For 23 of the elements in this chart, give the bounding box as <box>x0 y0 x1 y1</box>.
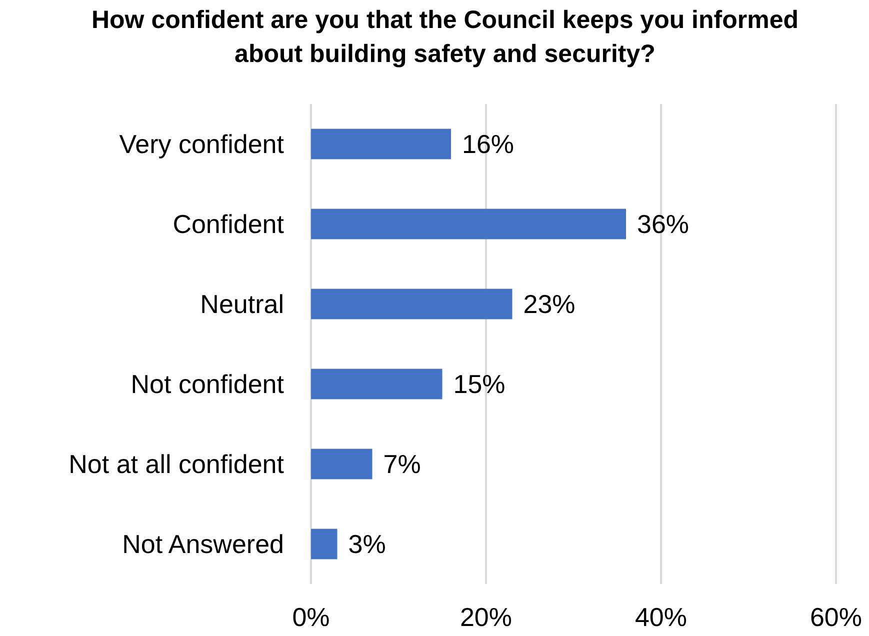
x-tick-label: 20% <box>460 602 512 632</box>
data-label: 3% <box>348 529 386 559</box>
y-tick-label: Very confident <box>119 129 285 159</box>
bar <box>311 208 626 240</box>
bar <box>311 528 338 560</box>
y-tick-label: Not Answered <box>122 529 284 559</box>
x-tick-label: 60% <box>810 602 862 632</box>
y-tick-label: Not confident <box>130 369 285 399</box>
bar <box>311 288 512 320</box>
bar <box>311 128 451 160</box>
y-tick-label: Confident <box>172 209 285 239</box>
y-tick-label: Not at all confident <box>68 449 285 479</box>
y-tick-label: Neutral <box>200 289 284 319</box>
data-label: 23% <box>523 289 576 319</box>
chart-title: How confident are you that the Council keeps you informed about building safety and security? <box>91 6 799 68</box>
data-label: 7% <box>383 449 421 479</box>
data-label: 16% <box>462 129 514 159</box>
bar <box>311 448 372 480</box>
data-label: 36% <box>637 209 690 239</box>
data-label: 15% <box>453 369 506 399</box>
bar <box>311 368 442 400</box>
x-tick-label: 40% <box>634 602 688 632</box>
x-tick-label: 0% <box>292 602 330 632</box>
